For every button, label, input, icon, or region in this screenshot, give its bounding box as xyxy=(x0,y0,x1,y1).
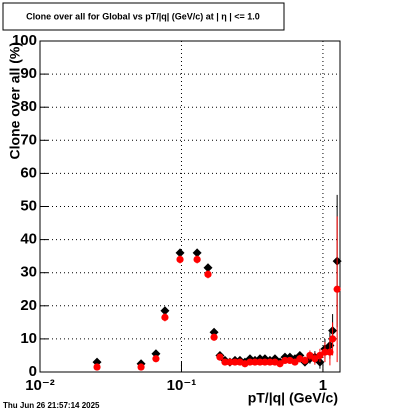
y-tick-label: 80 xyxy=(20,98,37,115)
y-tick-label: 50 xyxy=(20,197,37,214)
marker xyxy=(266,358,274,366)
marker xyxy=(246,358,254,366)
marker xyxy=(204,270,212,278)
y-tick-label: 20 xyxy=(20,297,37,314)
marker xyxy=(333,285,341,293)
y-tick-label: 60 xyxy=(20,164,37,181)
marker xyxy=(251,358,259,366)
y-tick-label: 30 xyxy=(20,264,37,281)
marker xyxy=(221,358,229,366)
y-tick-label: 40 xyxy=(20,231,37,248)
marker xyxy=(226,358,234,366)
y-axis-label: Clone over all (%) xyxy=(7,42,23,159)
marker xyxy=(321,348,329,356)
x-axis-label: pT/|q| (GeV/c) xyxy=(248,390,338,406)
marker xyxy=(326,348,334,356)
y-tick-label: 0 xyxy=(29,363,37,380)
y-tick-label: 70 xyxy=(20,131,37,148)
plot-frame xyxy=(39,40,341,373)
x-tick-label: 10⁻² xyxy=(25,377,55,394)
marker xyxy=(152,355,160,363)
y-tick-label: 100 xyxy=(12,32,37,49)
x-tick-label: 1 xyxy=(319,377,327,394)
y-tick-label: 90 xyxy=(20,65,37,82)
marker xyxy=(160,306,170,316)
marker xyxy=(161,313,169,321)
footer: Thu Jun 26 21:57:14 2025 xyxy=(3,401,100,410)
marker xyxy=(281,356,289,365)
y-tick-label: 10 xyxy=(20,330,37,347)
x-tick-label: 10⁻¹ xyxy=(167,377,197,394)
marker xyxy=(193,255,201,264)
marker xyxy=(175,248,185,258)
marker xyxy=(328,335,337,343)
marker xyxy=(203,263,213,273)
chart-title: Clone over all for Global vs pT/|q| (GeV… xyxy=(26,11,260,21)
marker xyxy=(93,363,101,371)
marker xyxy=(210,333,218,341)
marker xyxy=(176,255,184,264)
marker xyxy=(192,248,202,258)
marker xyxy=(231,358,239,366)
marker xyxy=(301,356,309,365)
marker xyxy=(256,358,264,366)
marker xyxy=(137,363,145,371)
marker xyxy=(216,353,224,361)
title-box xyxy=(2,2,285,31)
marker xyxy=(261,358,269,366)
